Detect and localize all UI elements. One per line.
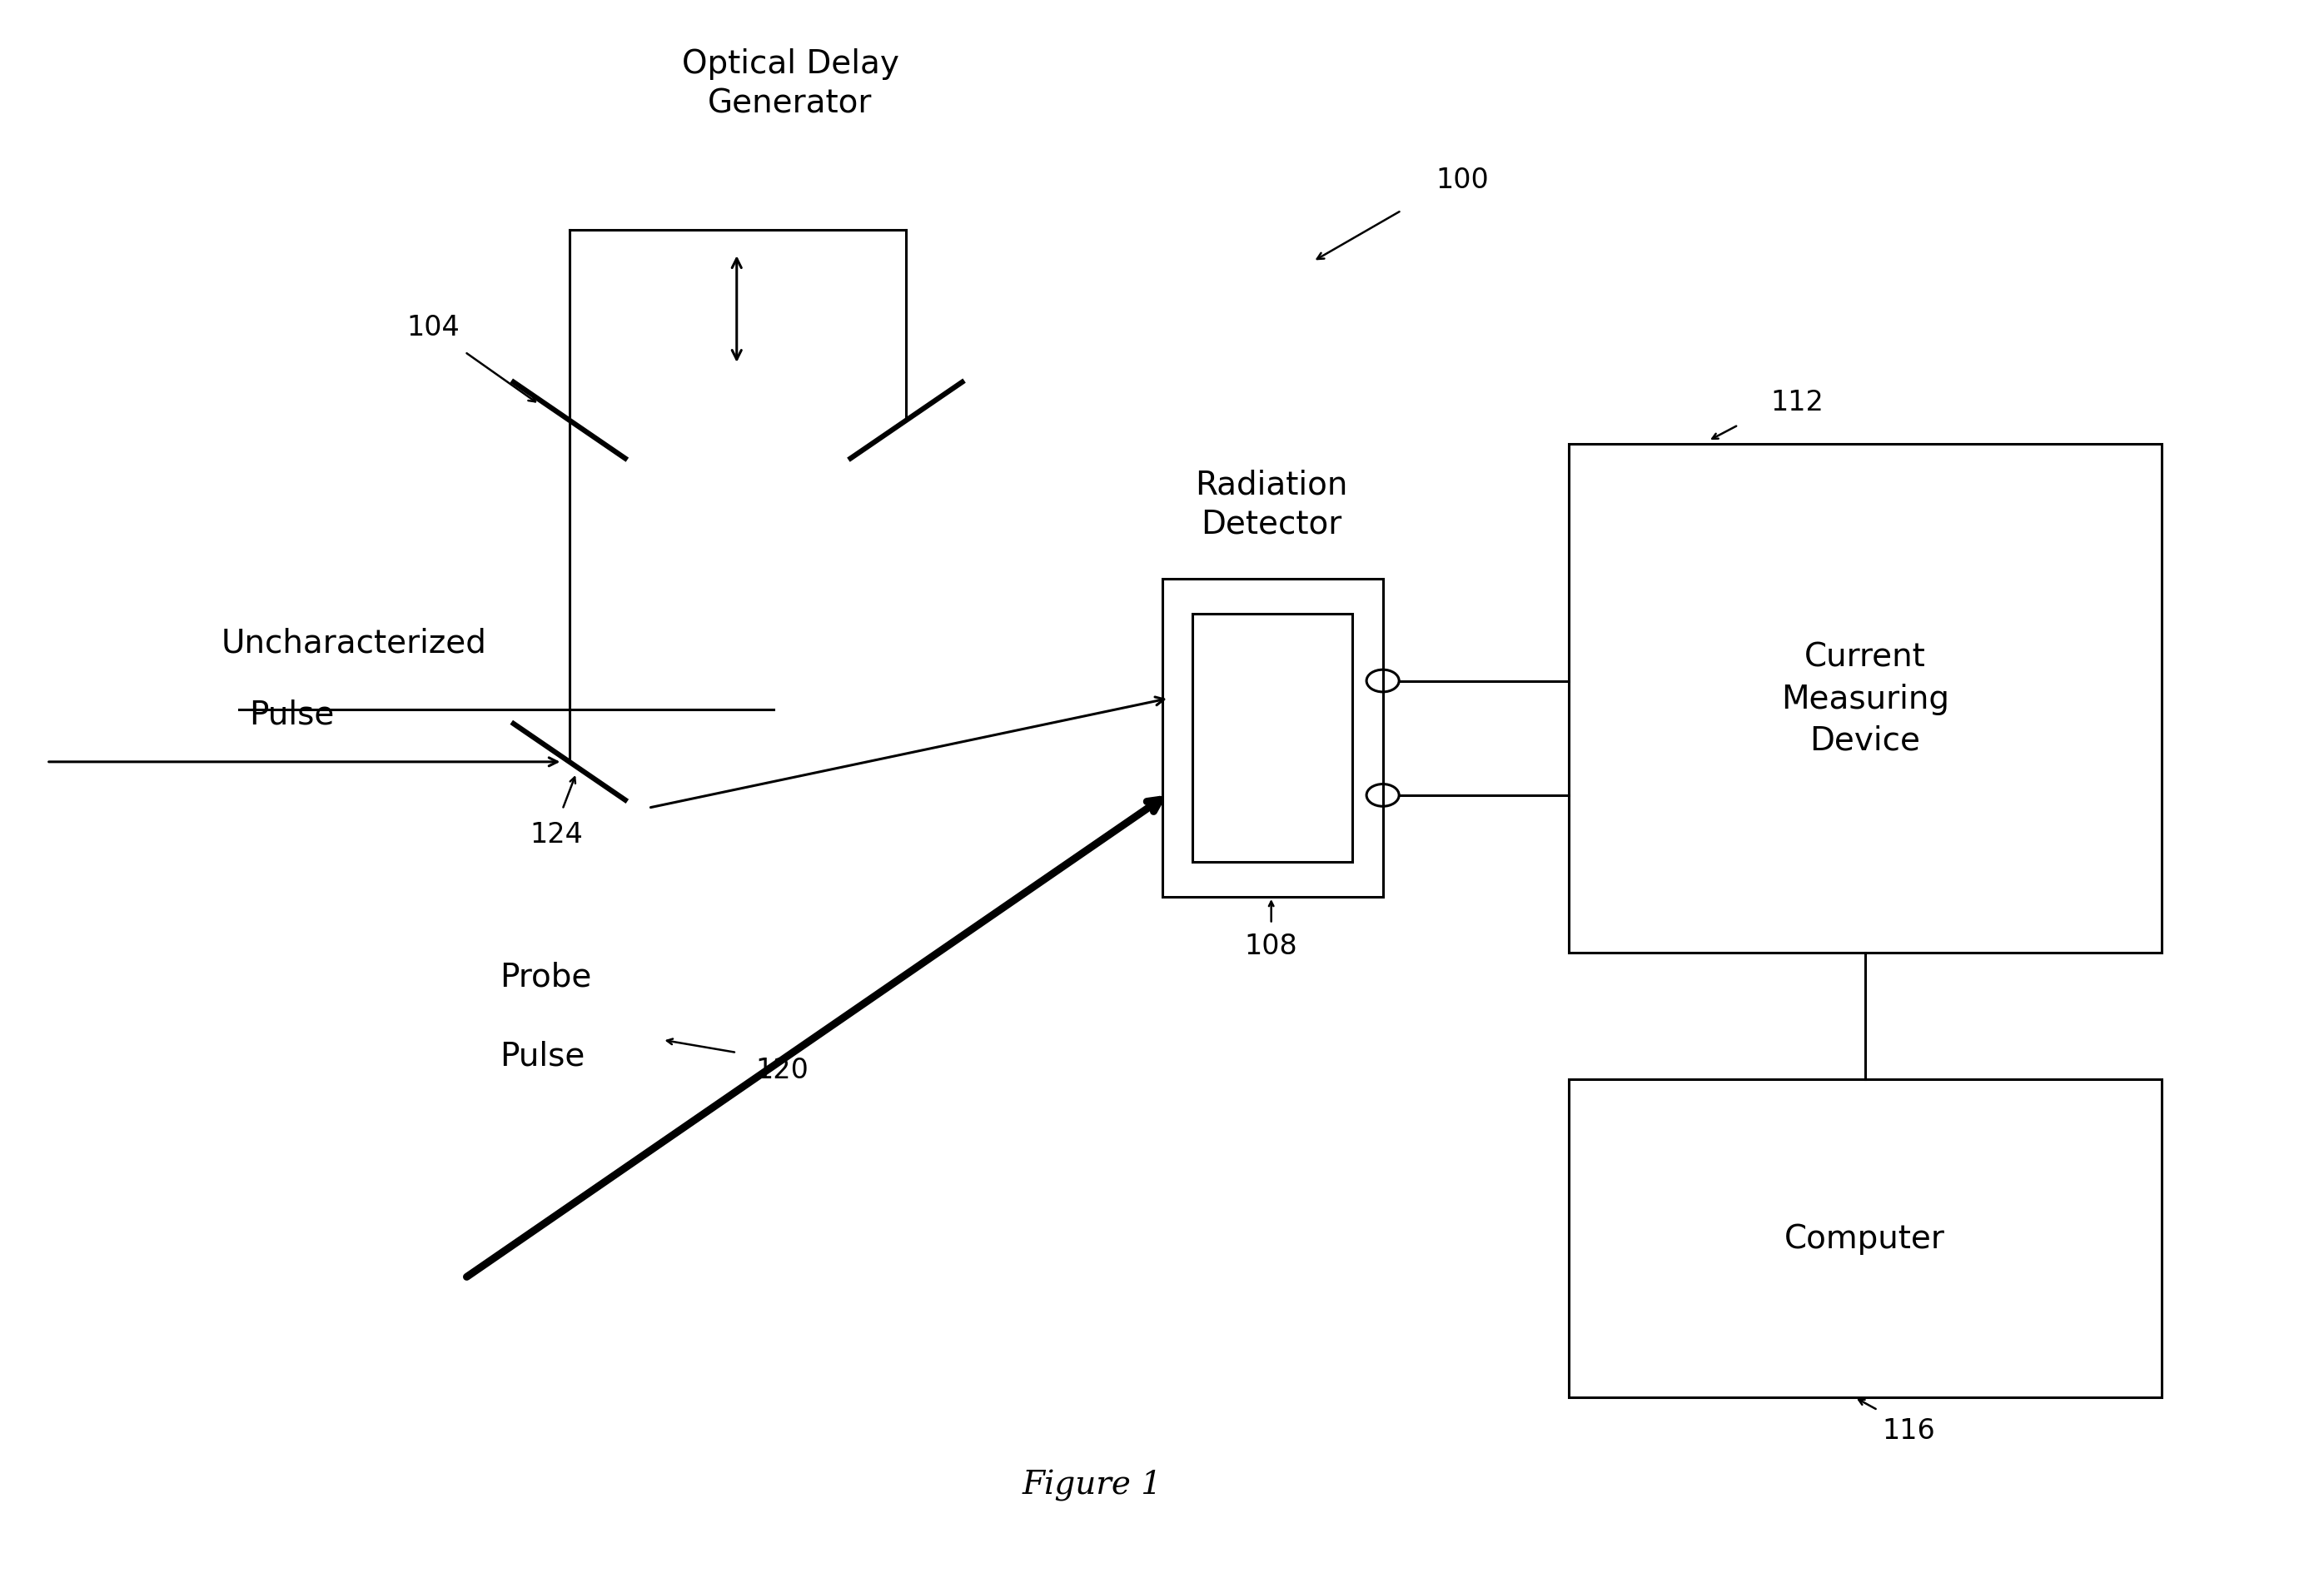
Text: 100: 100 — [1436, 167, 1490, 194]
Text: 104: 104 — [407, 314, 460, 341]
Text: Uncharacterized: Uncharacterized — [221, 627, 486, 659]
Bar — [1192, 615, 1353, 862]
Text: Pulse: Pulse — [249, 699, 335, 730]
Text: 112: 112 — [1771, 389, 1824, 416]
Bar — [1569, 1080, 2161, 1397]
Text: Current
Measuring
Device: Current Measuring Device — [1780, 642, 1950, 756]
Text: 108: 108 — [1246, 932, 1297, 959]
Text: Pulse: Pulse — [500, 1040, 586, 1072]
Text: 124: 124 — [530, 821, 583, 848]
Text: Figure 1: Figure 1 — [1023, 1469, 1162, 1501]
Bar — [1162, 580, 1383, 897]
Text: Computer: Computer — [1785, 1223, 1945, 1255]
Text: 120: 120 — [755, 1056, 809, 1083]
Text: Probe: Probe — [500, 961, 593, 992]
Bar — [1569, 445, 2161, 953]
Text: Optical Delay
Generator: Optical Delay Generator — [681, 48, 899, 119]
Text: 116: 116 — [1882, 1416, 1936, 1443]
Text: Radiation
Detector: Radiation Detector — [1195, 468, 1348, 540]
